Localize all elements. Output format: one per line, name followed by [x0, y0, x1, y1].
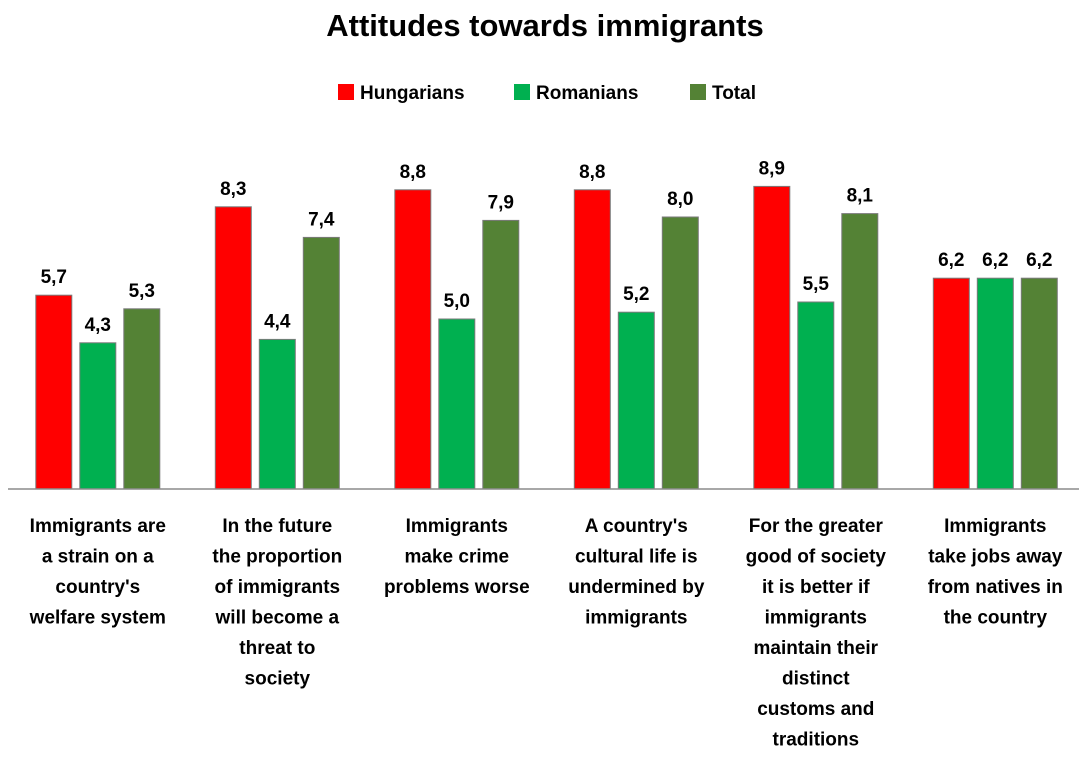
- data-label-total: 7,9: [488, 192, 514, 213]
- bar-hungarians: [214, 206, 252, 490]
- bar-romanians: [797, 301, 835, 490]
- bar-total: [482, 219, 520, 490]
- bar-romanians: [617, 311, 655, 490]
- chart-title: Attitudes towards immigrants: [326, 8, 764, 43]
- data-label-total: 6,2: [1026, 250, 1052, 271]
- bar-hungarians: [573, 189, 611, 490]
- data-label-hungarians: 8,3: [220, 179, 246, 200]
- category-labels: Immigrants are a strain on a country's welf…: [29, 516, 1063, 751]
- legend-label-hungarians: Hungarians: [360, 83, 465, 104]
- data-label-hungarians: 6,2: [938, 250, 964, 271]
- legend-swatch-hungarians: [338, 84, 354, 100]
- bar-hungarians: [932, 277, 970, 490]
- legend-swatch-romanians: [514, 84, 530, 100]
- bar-hungarians: [753, 185, 791, 490]
- bar-romanians: [976, 277, 1014, 490]
- bar-hungarians: [35, 294, 73, 490]
- category-label: Immigrants make crime problems worse: [384, 516, 530, 598]
- legend-label-total: Total: [712, 83, 756, 104]
- data-label-romanians: 4,4: [264, 311, 291, 332]
- bar-romanians: [79, 342, 117, 490]
- bar-total: [302, 236, 340, 490]
- bar-romanians: [438, 318, 476, 490]
- bar-total: [123, 308, 161, 490]
- data-label-romanians: 4,3: [85, 315, 111, 336]
- data-label-romanians: 5,5: [803, 274, 830, 295]
- bar-total: [661, 216, 699, 490]
- bar-hungarians: [394, 189, 432, 490]
- data-label-romanians: 5,2: [623, 284, 649, 305]
- category-label: Immigrants are a strain on a country's welf…: [29, 516, 166, 629]
- category-label: Immigrants take jobs away from natives in t…: [928, 516, 1063, 629]
- bar-total: [1020, 277, 1058, 490]
- legend-label-romanians: Romanians: [536, 83, 638, 104]
- bar-total: [841, 213, 879, 490]
- data-label-romanians: 6,2: [982, 250, 1008, 271]
- data-label-total: 7,4: [308, 209, 335, 230]
- plot-area: 5,7 4,3 5,3 8,3 4,4 7,4 8,8 5,0 7,9 8,8 5,2 8,0 8,9 5…: [35, 158, 1058, 490]
- category-label: In the future the proportion of immigrants…: [212, 516, 342, 690]
- legend-swatch-total: [690, 84, 706, 100]
- legend: Hungarians Romanians Total: [338, 83, 756, 104]
- data-label-hungarians: 8,9: [759, 158, 785, 179]
- data-label-total: 8,1: [847, 186, 874, 207]
- data-label-hungarians: 5,7: [41, 267, 67, 288]
- data-label-total: 5,3: [129, 281, 155, 302]
- data-label-romanians: 5,0: [444, 291, 470, 312]
- data-label-hungarians: 8,8: [400, 162, 426, 183]
- bar-romanians: [258, 338, 296, 490]
- data-label-total: 8,0: [667, 189, 693, 210]
- data-label-hungarians: 8,8: [579, 162, 605, 183]
- category-label: For the greater good of society it is bett…: [746, 516, 887, 751]
- category-label: A country's cultural life is undermined by…: [568, 516, 705, 629]
